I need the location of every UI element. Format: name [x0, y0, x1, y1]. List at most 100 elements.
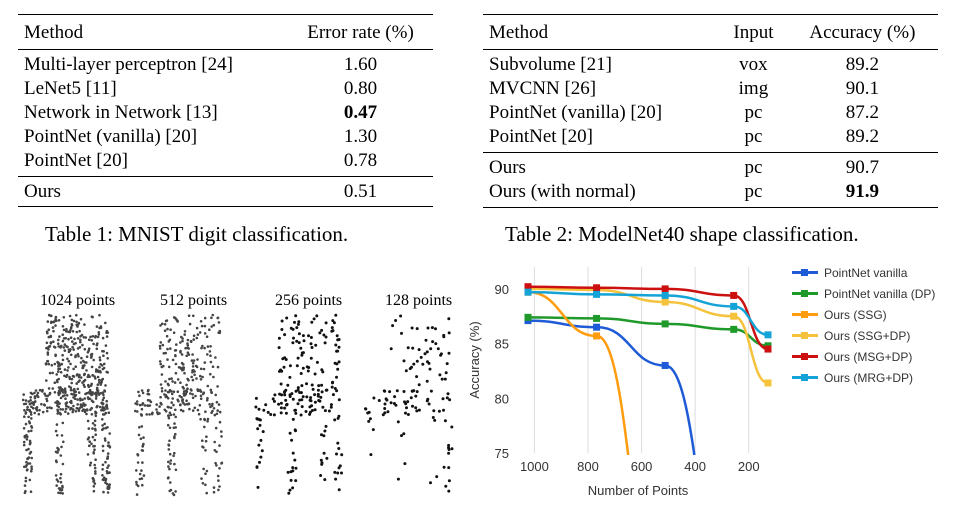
- point: [104, 321, 107, 325]
- point: [187, 314, 191, 317]
- point: [206, 353, 209, 356]
- point: [87, 397, 90, 401]
- point: [330, 329, 334, 333]
- point: [51, 371, 54, 375]
- point: [58, 335, 61, 338]
- point: [59, 472, 63, 476]
- point: [199, 378, 203, 381]
- point: [51, 326, 55, 329]
- cell-method: Ours: [24, 181, 61, 202]
- point: [447, 466, 451, 470]
- point: [212, 323, 216, 327]
- point: [319, 458, 323, 462]
- point: [186, 387, 189, 390]
- point: [56, 480, 60, 483]
- point: [318, 331, 322, 335]
- point: [81, 398, 84, 401]
- point: [168, 426, 172, 430]
- point: [57, 338, 60, 342]
- point: [312, 317, 316, 321]
- point: [389, 401, 393, 405]
- point: [291, 397, 295, 401]
- point: [76, 337, 80, 340]
- point: [138, 477, 142, 481]
- point: [33, 391, 36, 395]
- point: [334, 477, 338, 481]
- point: [381, 413, 385, 417]
- table-row-ours: Ours (with normal) pc 91.9: [483, 180, 938, 208]
- point: [383, 407, 387, 410]
- point: [32, 401, 36, 404]
- point: [196, 333, 200, 336]
- point: [73, 387, 76, 391]
- point: [315, 314, 319, 318]
- point: [62, 337, 66, 340]
- point: [337, 466, 341, 470]
- point: [201, 482, 205, 485]
- point: [171, 397, 174, 400]
- point: [30, 401, 33, 405]
- point: [90, 339, 94, 342]
- cell-method: PointNet [20]: [24, 150, 128, 171]
- point: [24, 489, 27, 493]
- point: [212, 407, 216, 410]
- point: [203, 346, 206, 350]
- point: [335, 389, 339, 393]
- point: [323, 429, 327, 433]
- point: [106, 407, 109, 410]
- point: [166, 397, 170, 400]
- point: [166, 476, 170, 480]
- point: [272, 399, 276, 403]
- point: [93, 375, 96, 378]
- pointcloud-label-256: 256 points: [275, 292, 343, 309]
- point: [40, 402, 43, 406]
- point: [218, 485, 221, 488]
- point: [264, 403, 268, 407]
- point: [142, 436, 145, 439]
- point: [101, 418, 104, 421]
- point: [193, 370, 196, 373]
- point: [179, 381, 182, 384]
- point: [200, 477, 203, 480]
- point: [295, 326, 299, 330]
- point: [293, 428, 297, 432]
- point: [141, 445, 144, 448]
- point: [43, 404, 46, 407]
- point: [211, 402, 214, 406]
- point: [392, 402, 396, 405]
- point: [254, 405, 258, 409]
- point: [255, 417, 259, 421]
- point: [415, 390, 419, 394]
- point: [447, 446, 450, 450]
- point: [29, 490, 33, 493]
- point: [388, 390, 392, 394]
- point: [166, 423, 170, 427]
- point: [205, 469, 209, 473]
- point: [101, 398, 105, 402]
- point: [288, 488, 292, 492]
- point: [307, 366, 311, 369]
- data-point: [730, 312, 738, 320]
- point: [32, 403, 35, 406]
- point: [136, 461, 140, 464]
- point: [323, 341, 327, 345]
- cell-method: Ours (with normal): [489, 181, 636, 202]
- point: [333, 387, 337, 390]
- point: [62, 346, 66, 349]
- point: [105, 335, 109, 338]
- point: [321, 405, 325, 409]
- point: [299, 413, 303, 417]
- point: [425, 379, 429, 383]
- point: [140, 407, 144, 411]
- point: [216, 385, 219, 388]
- point: [323, 478, 327, 482]
- point: [164, 389, 167, 392]
- point: [103, 390, 107, 393]
- point: [447, 451, 451, 455]
- point: [52, 320, 55, 324]
- point: [174, 354, 177, 358]
- cell-input: pc: [744, 102, 763, 123]
- point: [66, 357, 69, 361]
- point: [317, 384, 321, 388]
- point: [301, 366, 305, 370]
